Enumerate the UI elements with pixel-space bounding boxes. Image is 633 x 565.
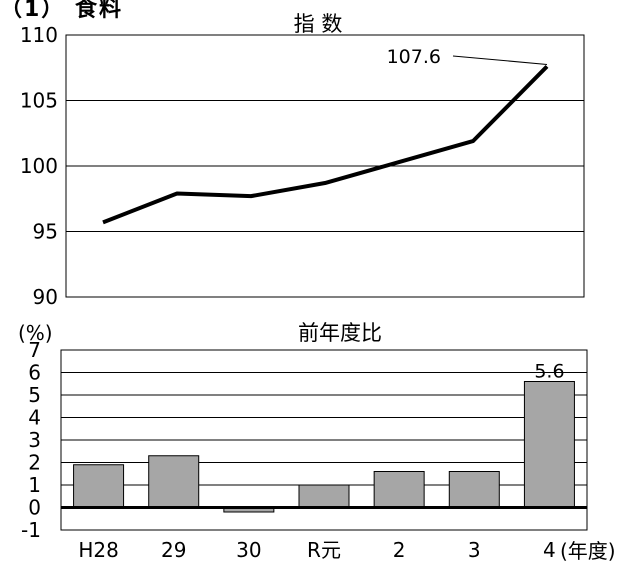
bar	[298, 484, 350, 508]
y-tick-label: 110	[20, 23, 58, 47]
y-tick-label: 4	[28, 406, 41, 430]
chart-title: 指 数	[294, 12, 343, 36]
x-tick-label: 29	[161, 538, 186, 562]
bar	[148, 455, 200, 508]
x-tick-label: 2	[393, 538, 406, 562]
plot-frame	[65, 34, 585, 298]
y-axis-label: (%)	[18, 321, 53, 345]
y-tick-label: 90	[33, 285, 58, 309]
y-tick-label: 3	[28, 428, 41, 452]
y-tick-label: 100	[20, 154, 58, 178]
y-tick-label: -1	[21, 518, 41, 542]
y-tick-label: 6	[28, 361, 41, 385]
annotation-leader	[452, 55, 548, 65]
y-tick-label: 0	[28, 496, 41, 520]
y-tick-label: 105	[20, 89, 58, 113]
plot-frame	[60, 349, 588, 531]
data-label: 5.6	[534, 361, 564, 383]
x-tick-label: 30	[236, 538, 261, 562]
x-tick-label: 4	[543, 538, 556, 562]
y-tick-label: 7	[28, 338, 41, 362]
x-tick-label: R元	[307, 538, 341, 562]
y-tick-label: 95	[33, 220, 58, 244]
series-line	[102, 65, 549, 225]
section-header: （1） 食料	[0, 0, 123, 22]
bar	[448, 471, 500, 508]
y-tick-label: 1	[28, 473, 41, 497]
bar	[373, 471, 425, 508]
x-axis-label: (年度)	[560, 539, 616, 563]
x-tick-label: 3	[468, 538, 481, 562]
index-line-chart: 指 数 90 95 100 105 110 107.6	[20, 12, 585, 309]
bar	[73, 464, 125, 508]
y-tick-label: 5	[28, 383, 41, 407]
y-tick-label: 2	[28, 451, 41, 475]
annotation-label: 107.6	[387, 46, 441, 68]
chart-title: 前年度比	[298, 321, 382, 345]
x-tick-label: H28	[78, 538, 119, 562]
bar	[523, 381, 575, 508]
